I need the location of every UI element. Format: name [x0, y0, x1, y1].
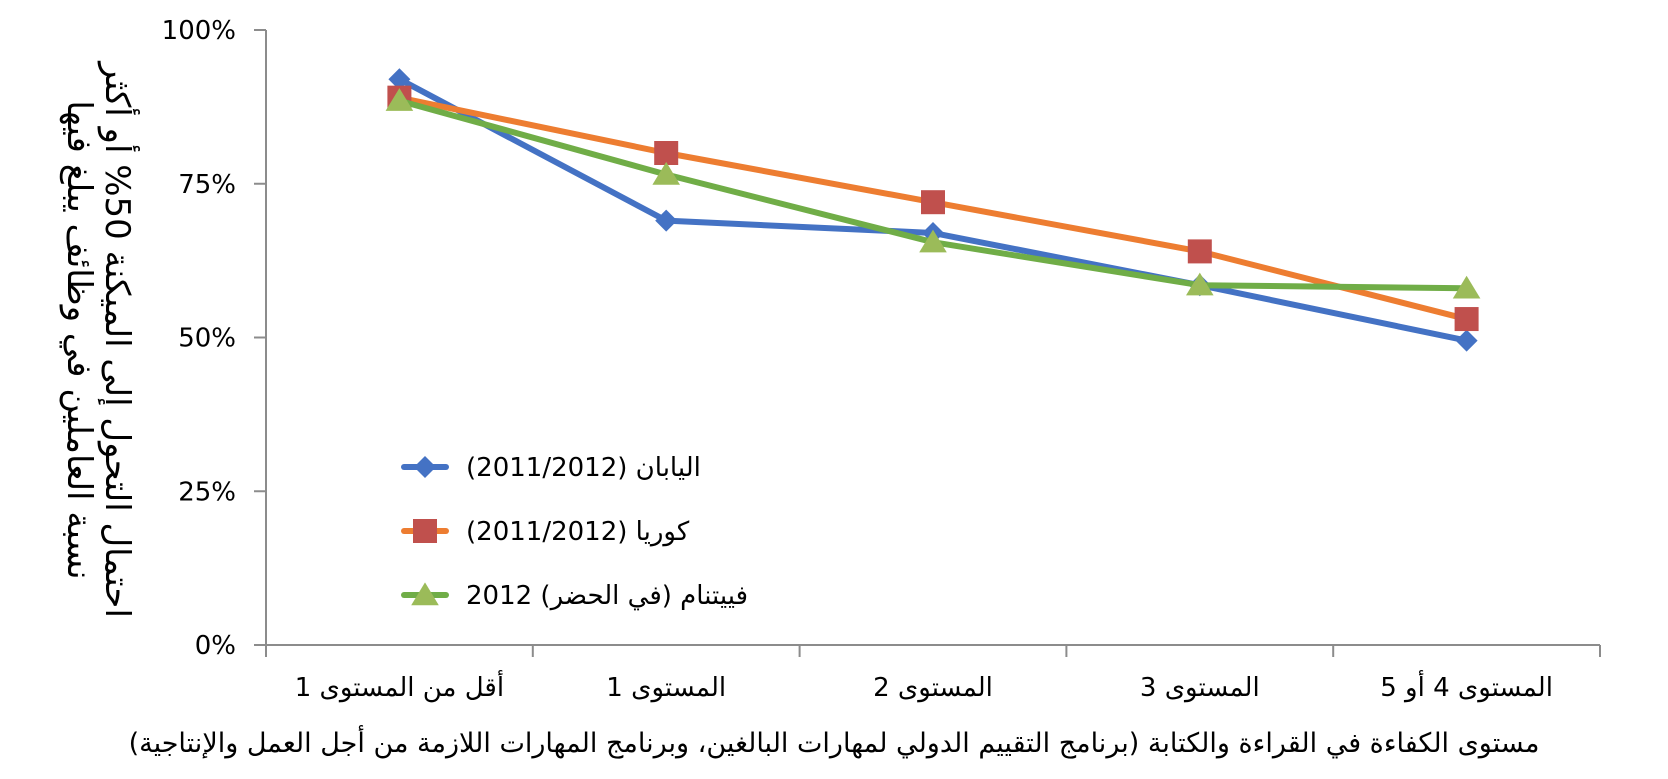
data-point-marker	[1455, 329, 1478, 352]
x-tick-label: أقل من المستوى 1	[295, 669, 504, 703]
y-tick-label: 25%	[178, 477, 236, 507]
data-point-marker	[1452, 275, 1481, 299]
x-tick-label: المستوى 3	[1140, 673, 1260, 703]
legend-swatch-marker	[411, 582, 439, 606]
legend-item: كوريا (2011/2012)	[401, 517, 690, 547]
data-point-marker	[655, 209, 678, 232]
legend-item: اليابان (2011/2012)	[401, 453, 701, 483]
data-point-marker	[921, 190, 945, 215]
data-point-marker	[1186, 272, 1214, 296]
legend-item: فييتنام (في الحضر) 2012	[401, 581, 748, 611]
y-axis-ticks: 100% 75% 50% 25% 0%	[162, 16, 266, 661]
series-3	[385, 88, 1481, 299]
y-axis-label-line-2: احتمال التحول إلى الميكنة 50% أو أكثر	[97, 60, 140, 618]
data-point-marker	[919, 229, 947, 253]
y-axis-label-line-1: نسبة العاملين في وظائف يبلغ فيها	[59, 100, 99, 579]
data-point-marker	[1187, 239, 1212, 264]
y-tick-label: 50%	[178, 324, 236, 354]
x-tick-label: المستوى 1	[606, 673, 726, 703]
y-tick-label: 100%	[162, 16, 236, 46]
y-tick-label: 0%	[195, 631, 236, 661]
x-tick-label: المستوى 2	[873, 673, 993, 703]
series-group	[385, 68, 1481, 352]
legend-label: اليابان (2011/2012)	[466, 453, 701, 483]
data-point-marker	[654, 141, 679, 165]
data-point-marker	[652, 161, 680, 185]
data-point-marker	[385, 88, 414, 111]
legend: اليابان (2011/2012) كوريا (2011/2012) فييت…	[401, 453, 748, 611]
x-axis-label: مستوى الكفاءة في القراءة والكتابة (برنام…	[129, 724, 1540, 759]
legend-label: كوريا (2011/2012)	[466, 517, 690, 547]
x-axis-ticks: أقل من المستوى 1 المستوى 1 المستوى 2 المستو…	[265, 645, 1601, 703]
legend-swatch-marker	[413, 519, 437, 543]
x-tick-label: المستوى 4 أو 5	[1380, 669, 1553, 703]
y-tick-label: 75%	[178, 170, 236, 200]
legend-swatch-marker	[414, 456, 436, 478]
data-point-marker	[1454, 307, 1479, 332]
series-2	[387, 85, 1479, 332]
legend-label: فييتنام (في الحضر) 2012	[466, 581, 748, 611]
data-point-marker	[388, 68, 411, 91]
